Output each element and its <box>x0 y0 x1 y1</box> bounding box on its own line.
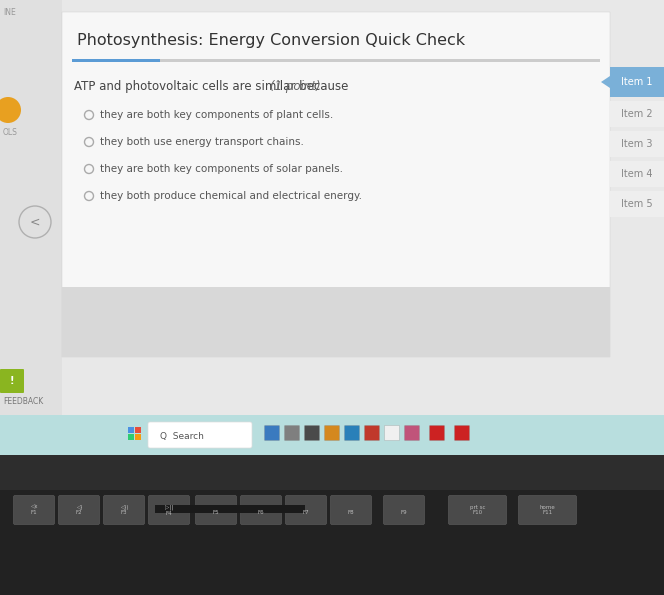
FancyBboxPatch shape <box>331 496 371 525</box>
FancyBboxPatch shape <box>58 496 100 525</box>
Bar <box>0 455 664 595</box>
Text: ◁)
F2: ◁) F2 <box>76 505 82 515</box>
Text: ◁x
F1: ◁x F1 <box>31 505 38 515</box>
FancyBboxPatch shape <box>404 425 420 440</box>
Bar <box>72 59 160 62</box>
Circle shape <box>0 97 21 123</box>
FancyBboxPatch shape <box>0 0 62 430</box>
FancyBboxPatch shape <box>148 422 252 448</box>
Text: Item 2: Item 2 <box>622 109 653 119</box>
FancyBboxPatch shape <box>264 425 280 440</box>
FancyBboxPatch shape <box>104 496 145 525</box>
FancyBboxPatch shape <box>284 425 299 440</box>
Text: !: ! <box>10 376 14 386</box>
Text: FEEDBACK: FEEDBACK <box>3 397 43 406</box>
Text: they are both key components of solar panels.: they are both key components of solar pa… <box>100 164 343 174</box>
Text: F6: F6 <box>258 505 264 515</box>
FancyBboxPatch shape <box>195 496 236 525</box>
FancyBboxPatch shape <box>610 131 664 157</box>
Text: INE: INE <box>3 8 16 17</box>
Bar <box>128 427 134 433</box>
FancyBboxPatch shape <box>610 101 664 127</box>
Text: (1 point): (1 point) <box>270 80 321 93</box>
Text: F7: F7 <box>303 505 309 515</box>
FancyBboxPatch shape <box>62 12 610 357</box>
Text: they both use energy transport chains.: they both use energy transport chains. <box>100 137 304 147</box>
FancyBboxPatch shape <box>610 161 664 187</box>
FancyBboxPatch shape <box>345 425 359 440</box>
FancyBboxPatch shape <box>62 287 610 357</box>
Text: F5: F5 <box>212 505 219 515</box>
FancyBboxPatch shape <box>149 496 189 525</box>
Text: F8: F8 <box>348 505 355 515</box>
Text: <: < <box>30 215 41 228</box>
FancyBboxPatch shape <box>0 369 24 393</box>
Text: Q  Search: Q Search <box>160 431 204 440</box>
FancyBboxPatch shape <box>519 496 576 525</box>
Text: Item 4: Item 4 <box>622 169 653 179</box>
Text: ATP and photovoltaic cells are similar because: ATP and photovoltaic cells are similar b… <box>74 80 349 93</box>
FancyBboxPatch shape <box>286 496 327 525</box>
Text: Item 5: Item 5 <box>622 199 653 209</box>
Text: Item 3: Item 3 <box>622 139 653 149</box>
FancyBboxPatch shape <box>13 496 54 525</box>
FancyBboxPatch shape <box>325 425 339 440</box>
Bar <box>128 434 134 440</box>
FancyBboxPatch shape <box>384 496 424 525</box>
Text: Item 1: Item 1 <box>622 77 653 87</box>
Text: they are both key components of plant cells.: they are both key components of plant ce… <box>100 110 333 120</box>
Bar <box>155 505 305 513</box>
Polygon shape <box>601 76 610 88</box>
Bar <box>135 434 141 440</box>
Text: ▷||
F4: ▷|| F4 <box>165 505 173 516</box>
Text: home
F11: home F11 <box>540 505 555 515</box>
FancyBboxPatch shape <box>365 425 380 440</box>
FancyBboxPatch shape <box>448 496 507 525</box>
FancyBboxPatch shape <box>610 67 664 97</box>
Text: prt sc
F10: prt sc F10 <box>469 505 485 515</box>
Bar <box>135 427 141 433</box>
Bar <box>160 59 600 62</box>
Text: they both produce chemical and electrical energy.: they both produce chemical and electrica… <box>100 191 362 201</box>
FancyBboxPatch shape <box>305 425 319 440</box>
FancyBboxPatch shape <box>384 425 400 440</box>
FancyBboxPatch shape <box>454 425 469 440</box>
FancyBboxPatch shape <box>240 496 282 525</box>
Bar <box>0 415 664 455</box>
Text: Photosynthesis: Energy Conversion Quick Check: Photosynthesis: Energy Conversion Quick … <box>77 33 465 48</box>
Text: ◁))
F3: ◁)) F3 <box>120 505 128 515</box>
FancyBboxPatch shape <box>430 425 444 440</box>
Text: OLS: OLS <box>3 128 18 137</box>
Bar <box>0 490 664 595</box>
FancyBboxPatch shape <box>610 191 664 217</box>
Text: F9: F9 <box>400 505 407 515</box>
